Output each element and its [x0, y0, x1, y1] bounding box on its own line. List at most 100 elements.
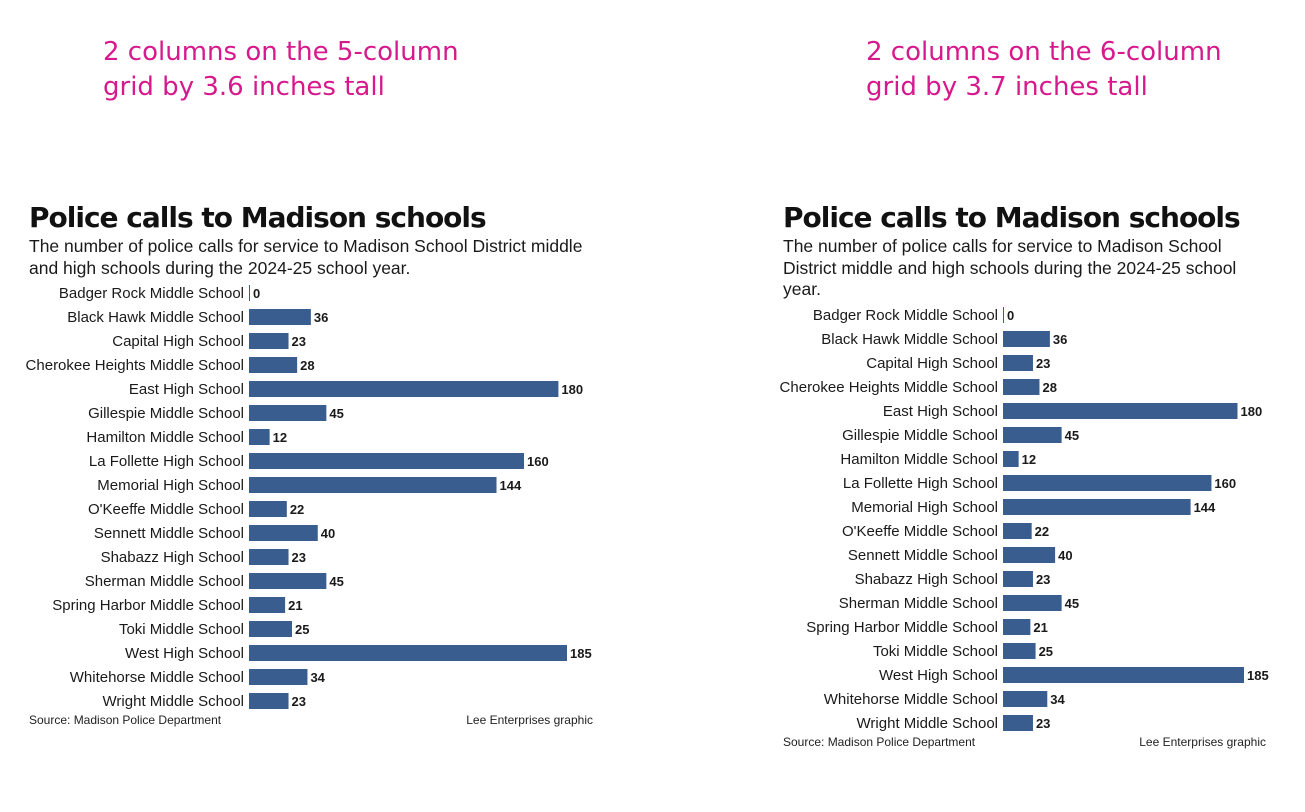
category-label: Hamilton Middle School [840, 451, 998, 468]
value-label: 180 [1240, 404, 1262, 419]
value-label: 34 [1050, 692, 1065, 707]
category-label: Gillespie Middle School [88, 405, 244, 422]
category-label: Capital High School [112, 333, 244, 350]
category-label: Black Hawk Middle School [67, 309, 244, 326]
bar [1003, 330, 1050, 347]
category-label: Sennett Middle School [94, 525, 244, 542]
bar [249, 501, 287, 517]
chart-footer: Source: Madison Police Department Lee En… [783, 735, 1266, 749]
category-label: Shabazz High School [101, 549, 244, 566]
bar [1003, 378, 1040, 395]
value-label: 0 [1007, 308, 1014, 323]
credit-note: Lee Enterprises graphic [466, 713, 593, 727]
value-label: 25 [295, 622, 309, 637]
chart-subtitle: The number of police calls for service t… [783, 236, 1237, 299]
category-label: Wright Middle School [857, 715, 998, 732]
category-label: Badger Rock Middle School [59, 285, 244, 302]
chart-panel-left: Police calls to Madison schools The numb… [26, 201, 593, 728]
category-label: Hamilton Middle School [86, 429, 244, 446]
value-label: 23 [292, 334, 306, 349]
bar [249, 477, 497, 493]
bar-chart: Badger Rock Middle School 0 Black Hawk Mid… [26, 285, 592, 710]
value-label: 144 [500, 478, 522, 493]
value-label: 21 [1033, 620, 1047, 635]
category-label: Whitehorse Middle School [70, 669, 244, 686]
bar [1003, 666, 1244, 683]
chart-panel-right: Police calls to Madison schools The numb… [780, 201, 1269, 749]
size-note-left: 2 columns on the 5-column grid by 3.6 in… [103, 37, 459, 102]
bar [249, 405, 327, 421]
value-label: 36 [314, 310, 328, 325]
bar [249, 381, 559, 397]
bar [249, 309, 311, 325]
bar [249, 453, 525, 469]
category-label: East High School [883, 403, 998, 420]
bar [249, 429, 270, 445]
category-label: Memorial High School [851, 499, 998, 516]
category-label: West High School [879, 667, 998, 684]
value-label: 45 [1065, 596, 1079, 611]
bar [1003, 474, 1212, 491]
category-label: Shabazz High School [855, 571, 998, 588]
bar [249, 693, 289, 709]
category-label: Sherman Middle School [85, 573, 244, 590]
bar [1003, 354, 1033, 371]
category-label: O'Keeffe Middle School [88, 501, 244, 518]
bar-chart: Badger Rock Middle School 0 Black Hawk Mid… [780, 306, 1269, 732]
source-note: Source: Madison Police Department [783, 734, 976, 749]
value-label: 12 [273, 430, 287, 445]
value-label: 22 [290, 502, 304, 517]
category-label: Whitehorse Middle School [824, 691, 998, 708]
chart-title: Police calls to Madison schools [29, 201, 487, 234]
category-label: Toki Middle School [119, 621, 244, 638]
bar [1003, 546, 1056, 563]
value-label: 25 [1039, 644, 1053, 659]
category-label: Memorial High School [97, 477, 244, 494]
bar [249, 621, 292, 637]
credit-note: Lee Enterprises graphic [1139, 734, 1266, 749]
value-label: 12 [1022, 452, 1036, 467]
source-note: Source: Madison Police Department [29, 713, 222, 727]
chart-title: Police calls to Madison schools [783, 201, 1241, 234]
value-label: 22 [1035, 524, 1049, 539]
category-label: Toki Middle School [873, 643, 998, 660]
value-label: 28 [1042, 380, 1056, 395]
bar [249, 357, 298, 373]
value-label: 180 [561, 382, 583, 397]
category-label: La Follette High School [843, 475, 998, 492]
bar [1003, 618, 1031, 635]
category-label: West High School [125, 645, 244, 662]
bar [1003, 522, 1032, 539]
category-label: La Follette High School [89, 453, 244, 470]
bar [249, 669, 308, 685]
value-label: 185 [570, 646, 592, 661]
bar [249, 597, 286, 613]
category-label: Black Hawk Middle School [821, 331, 998, 348]
bar [1003, 402, 1238, 419]
value-label: 23 [292, 550, 306, 565]
bar [1003, 714, 1033, 731]
value-label: 23 [1036, 572, 1050, 587]
value-label: 23 [292, 694, 306, 709]
value-label: 40 [321, 526, 335, 541]
category-label: Spring Harbor Middle School [806, 619, 998, 636]
value-label: 23 [1036, 356, 1050, 371]
category-label: East High School [129, 381, 244, 398]
category-label: Spring Harbor Middle School [52, 597, 244, 614]
bar [1003, 570, 1033, 587]
category-label: Cherokee Heights Middle School [26, 357, 244, 374]
bar [249, 525, 318, 541]
bar [249, 549, 289, 565]
value-label: 28 [300, 358, 314, 373]
category-label: Gillespie Middle School [842, 427, 998, 444]
value-label: 23 [1036, 716, 1050, 731]
category-label: Capital High School [866, 355, 998, 372]
value-label: 160 [527, 454, 549, 469]
bar [1003, 306, 1004, 323]
bar [1003, 498, 1191, 515]
bar [1003, 450, 1019, 467]
category-label: Wright Middle School [103, 693, 244, 710]
category-label: Cherokee Heights Middle School [780, 379, 998, 396]
category-label: O'Keeffe Middle School [842, 523, 998, 540]
bar [249, 333, 289, 349]
